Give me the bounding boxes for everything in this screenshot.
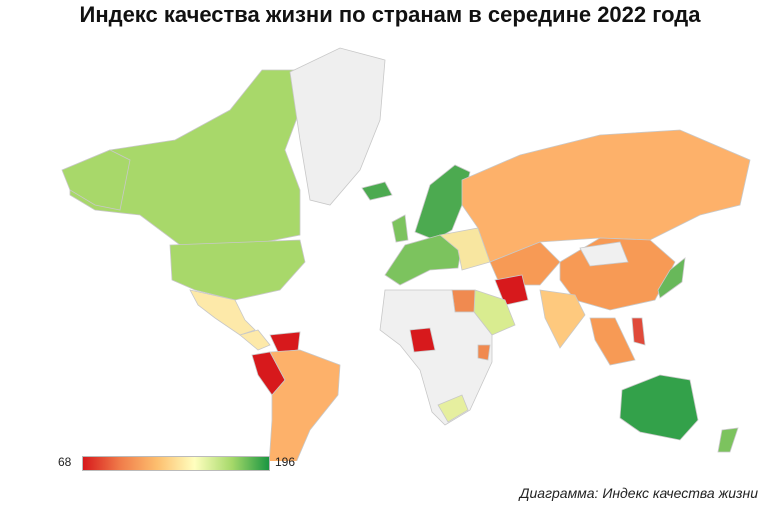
country-russia[interactable] bbox=[461, 129, 751, 263]
world-map bbox=[61, 47, 751, 461]
country-egypt[interactable] bbox=[451, 289, 476, 313]
country-japan[interactable] bbox=[657, 257, 686, 299]
country-usa[interactable] bbox=[169, 239, 306, 301]
region-south-america[interactable] bbox=[268, 349, 341, 461]
region-eastern-europe[interactable] bbox=[439, 227, 491, 271]
country-mongolia[interactable] bbox=[579, 241, 629, 267]
chart-title: Индекс качества жизни по странам в серед… bbox=[79, 2, 701, 27]
region-central-america[interactable] bbox=[239, 329, 271, 351]
country-uk[interactable] bbox=[391, 214, 409, 243]
country-australia[interactable] bbox=[619, 374, 699, 441]
country-nigeria[interactable] bbox=[409, 327, 436, 353]
country-greenland[interactable] bbox=[289, 47, 386, 206]
country-alaska[interactable] bbox=[61, 149, 131, 211]
region-africa[interactable] bbox=[379, 289, 493, 426]
country-kenya[interactable] bbox=[477, 344, 491, 361]
region-southeast-asia[interactable] bbox=[589, 317, 636, 366]
country-canada[interactable] bbox=[69, 69, 301, 246]
country-iran[interactable] bbox=[494, 274, 529, 306]
country-philippines[interactable] bbox=[631, 317, 646, 346]
legend-max-label: 196 bbox=[275, 455, 296, 469]
legend-color-scale bbox=[82, 456, 270, 471]
country-venezuela[interactable] bbox=[269, 331, 301, 353]
country-new-zealand[interactable] bbox=[717, 427, 739, 453]
chart-caption: Диаграмма: Индекс качества жизни bbox=[519, 485, 758, 501]
country-mexico[interactable] bbox=[189, 289, 256, 336]
legend-min-label: 68 bbox=[58, 455, 72, 469]
country-iceland[interactable] bbox=[361, 181, 393, 201]
country-india[interactable] bbox=[539, 289, 586, 349]
country-south-africa[interactable] bbox=[437, 394, 469, 423]
